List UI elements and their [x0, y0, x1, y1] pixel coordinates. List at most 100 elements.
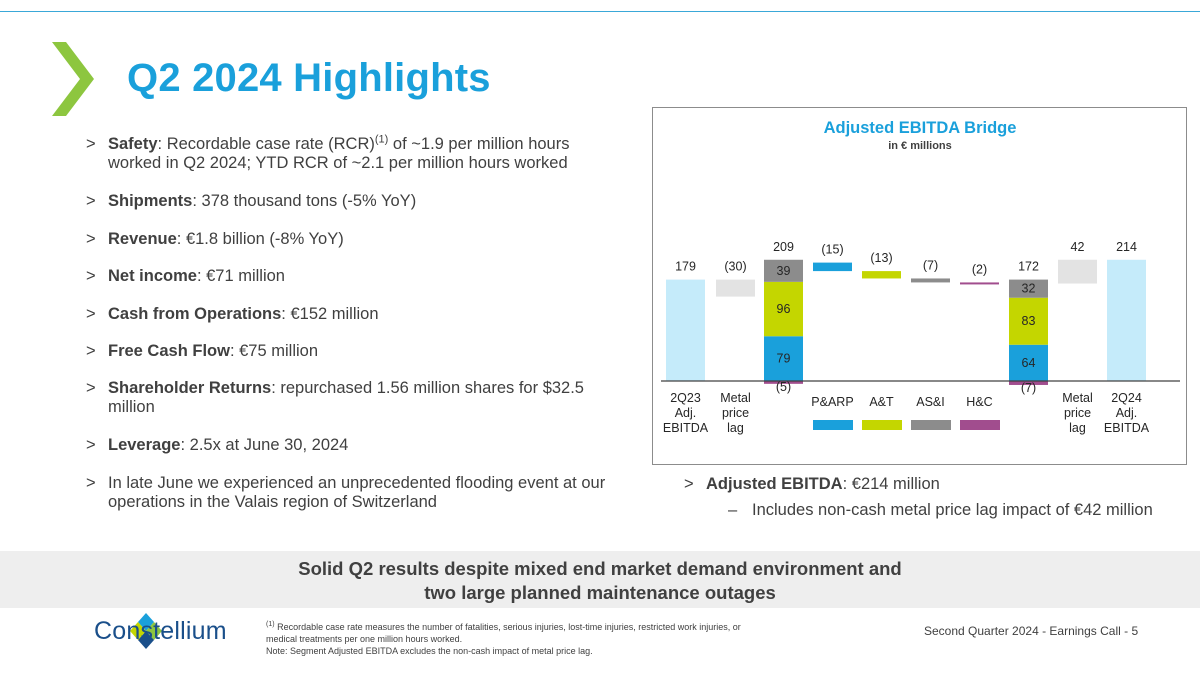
- bar-value-label: (2): [972, 262, 987, 276]
- highlight-label: Revenue: [108, 230, 177, 248]
- segment-bar: [764, 336, 803, 381]
- highlight-text: Revenue: €1.8 billion (-8% YoY): [108, 230, 344, 248]
- footnote-note: Note: Segment Adjusted EBITDA excludes t…: [266, 646, 593, 656]
- segment-bar: [1009, 279, 1048, 298]
- category-label: Adj.: [675, 406, 697, 420]
- chevron-icon: [52, 42, 94, 116]
- bullet-marker: >: [86, 379, 96, 397]
- chart-title: Adjusted EBITDA Bridge: [824, 119, 1017, 137]
- bullet-marker: >: [86, 267, 96, 285]
- legend-label: P&ARP: [811, 395, 853, 409]
- bullet-marker: >: [86, 230, 96, 248]
- bullet-marker: >: [86, 305, 96, 323]
- chart-subtitle: in € millions: [888, 140, 952, 152]
- category-label: 2Q23: [670, 391, 701, 405]
- bullet-marker: >: [684, 475, 694, 493]
- highlight-text: Net income: €71 million: [108, 267, 285, 285]
- segment-value-label: (5): [776, 380, 791, 394]
- legend-swatch: [813, 420, 853, 430]
- bar-value-label: (15): [821, 243, 843, 257]
- bar-value-label: 214: [1116, 240, 1137, 254]
- metal-lag-text: Includes non-cash metal price lag impact…: [752, 501, 1153, 519]
- adjusted-ebitda-value: : €214 million: [842, 475, 940, 493]
- category-label: 2Q24: [1111, 391, 1142, 405]
- bullet-marker: >: [86, 342, 96, 360]
- bar-value-label: 179: [675, 260, 696, 274]
- highlight-text: Shipments: 378 thousand tons (-5% YoY): [108, 192, 417, 210]
- category-label: Metal: [720, 391, 751, 405]
- highlight-label: Shipments: [108, 192, 193, 210]
- ebitda-bridge-chart: Adjusted EBITDA Bridge in € millions 179 2Q…: [652, 107, 1187, 465]
- highlight-text: Shareholder Returns: repurchased 1.56 mi…: [108, 379, 584, 416]
- legend-label: AS&I: [916, 395, 945, 409]
- bullet-marker: >: [86, 474, 96, 492]
- bullet-marker: >: [86, 436, 96, 454]
- highlight-label: Cash from Operations: [108, 305, 282, 323]
- highlight-label: Leverage: [108, 436, 181, 454]
- footnote-rcr: (1) Recordable case rate measures the nu…: [266, 621, 766, 645]
- segment-bar: [1009, 381, 1048, 385]
- page-title: Q2 2024 Highlights: [127, 56, 491, 100]
- segment-value-label: 32: [1022, 282, 1036, 296]
- footnote-ref: (1): [374, 133, 389, 146]
- highlight-label: Shareholder Returns: [108, 379, 272, 397]
- highlight-text: In late June we experienced an unprecede…: [108, 474, 606, 511]
- adjusted-ebitda-bullet: > Adjusted EBITDA: €214 million: [684, 475, 940, 494]
- legend-swatch: [911, 420, 951, 430]
- category-label: price: [722, 406, 749, 420]
- total-bar: [666, 279, 705, 381]
- bar-value-label: (7): [923, 258, 938, 272]
- legend-swatch: [960, 420, 1000, 430]
- legend-label: H&C: [966, 395, 992, 409]
- highlight-text: Free Cash Flow: €75 million: [108, 342, 318, 360]
- metal-lag-sub-bullet: – Includes non-cash metal price lag impa…: [728, 501, 1153, 520]
- constellium-logo-icon: [130, 613, 162, 649]
- bar-value-label: (13): [870, 251, 892, 265]
- page-label: Second Quarter 2024 - Earnings Call - 5: [924, 624, 1139, 638]
- legend-label: A&T: [869, 395, 894, 409]
- bar-value-label: 42: [1071, 240, 1085, 254]
- highlight-text: Cash from Operations: €152 million: [108, 305, 379, 323]
- banner-line-1: Solid Q2 results despite mixed end marke…: [298, 558, 902, 579]
- key-message-banner: Solid Q2 results despite mixed end marke…: [0, 551, 1200, 608]
- category-label: Metal: [1062, 391, 1093, 405]
- segment-bar: [1009, 297, 1048, 345]
- segment-value-label: 64: [1022, 356, 1036, 370]
- ebitda-bridge-svg: Adjusted EBITDA Bridge in € millions 179 2Q…: [661, 119, 1180, 435]
- footnote: (1) Recordable case rate measures the nu…: [266, 621, 766, 657]
- delta-bar: [716, 279, 755, 297]
- highlight-text: Safety: Recordable case rate (RCR)(1) of…: [108, 133, 570, 172]
- adjusted-ebitda-label: Adjusted EBITDA: [706, 475, 843, 493]
- footnote-marker: (1): [266, 621, 275, 628]
- logo-wordmark: Constellium: [94, 617, 227, 645]
- bullet-marker: >: [86, 192, 96, 210]
- delta-bar: [960, 282, 999, 285]
- delta-bar: [1058, 259, 1097, 284]
- category-label: EBITDA: [663, 421, 709, 435]
- footnote-rcr-text: Recordable case rate measures the number…: [266, 622, 741, 644]
- stack-total-label: 172: [1018, 260, 1039, 274]
- category-label: EBITDA: [1104, 421, 1150, 435]
- segment-bar: [764, 381, 803, 384]
- delta-bar: [911, 278, 950, 283]
- segment-value-label: (7): [1021, 381, 1036, 395]
- delta-bar: [862, 271, 901, 279]
- segment-bar: [764, 281, 803, 337]
- banner-line-2: two large planned maintenance outages: [424, 582, 776, 603]
- category-label: price: [1064, 406, 1091, 420]
- category-label: lag: [727, 421, 744, 435]
- highlight-text: Leverage: 2.5x at June 30, 2024: [108, 436, 349, 454]
- highlight-label: Safety: [108, 135, 158, 153]
- segment-value-label: 79: [777, 352, 791, 366]
- category-label: lag: [1069, 421, 1086, 435]
- total-bar: [1107, 259, 1146, 381]
- delta-bar: [813, 262, 852, 272]
- highlight-label: Free Cash Flow: [108, 342, 230, 360]
- segment-value-label: 39: [777, 264, 791, 278]
- bullet-marker: >: [86, 135, 96, 153]
- category-label: Adj.: [1116, 406, 1138, 420]
- highlight-label: Net income: [108, 267, 197, 285]
- segment-value-label: 96: [777, 302, 791, 316]
- segment-value-label: 83: [1022, 314, 1036, 328]
- legend-swatch: [862, 420, 902, 430]
